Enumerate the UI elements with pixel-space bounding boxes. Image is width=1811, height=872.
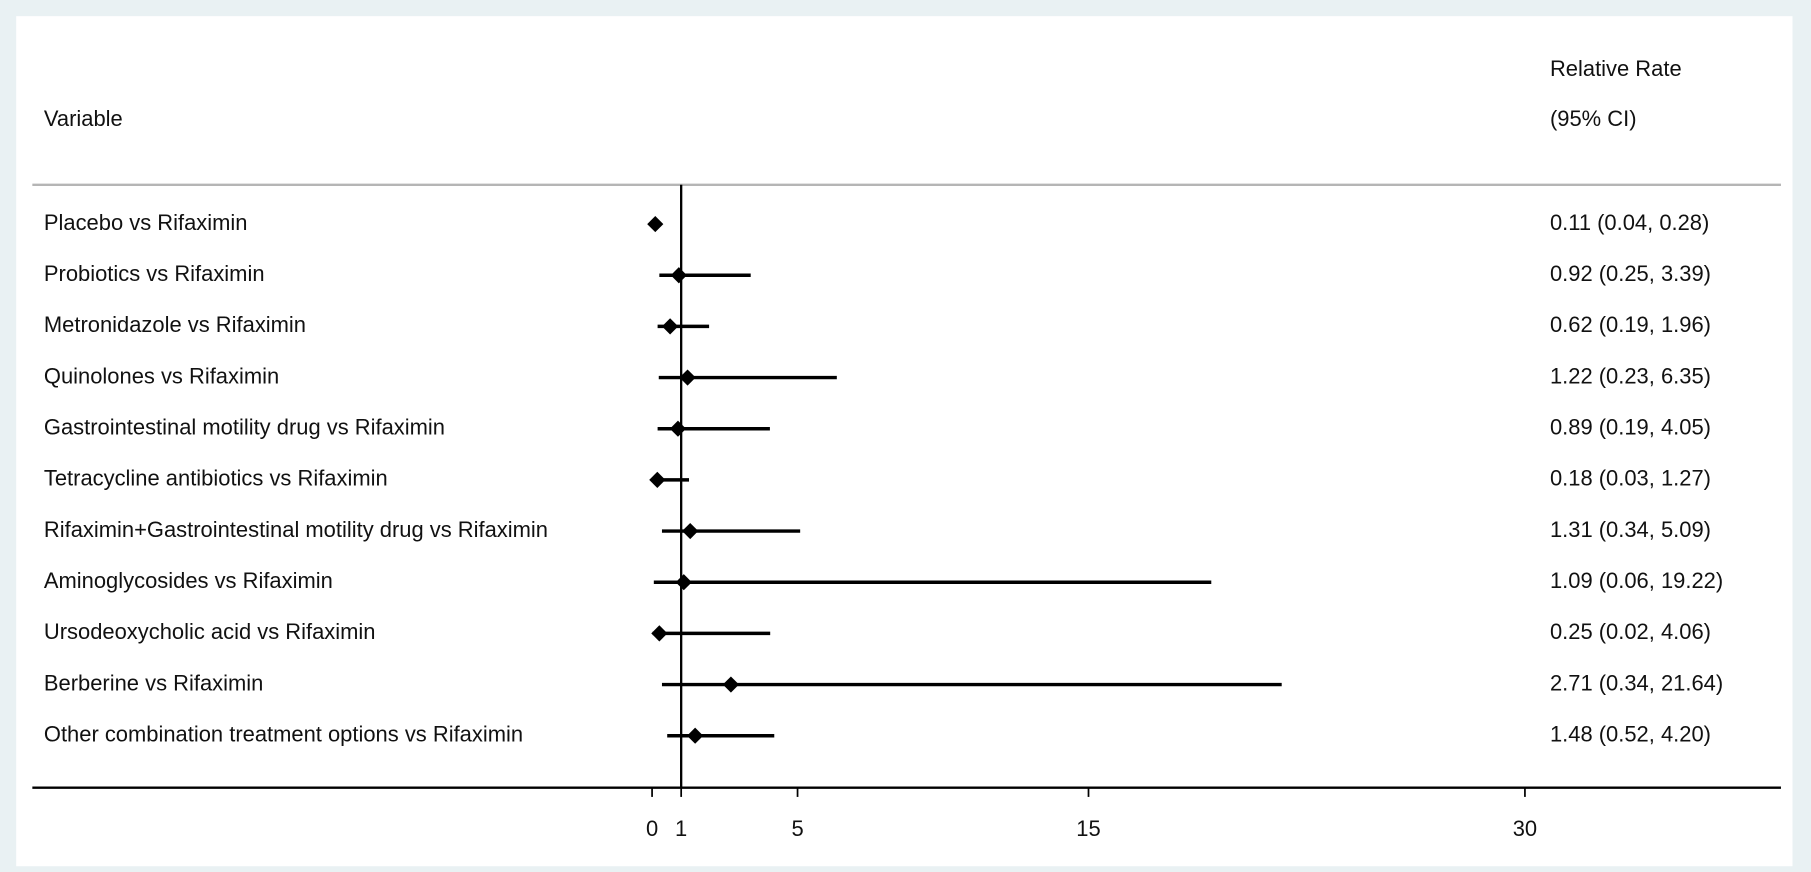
x-tick-label: 30 bbox=[1513, 816, 1537, 841]
value-label: 0.62 (0.19, 1.96) bbox=[1550, 312, 1711, 337]
x-tick-label: 0 bbox=[646, 816, 658, 841]
row-label: Gastrointestinal motility drug vs Rifaxi… bbox=[44, 415, 445, 440]
x-tick-label: 15 bbox=[1076, 816, 1100, 841]
estimate-marker bbox=[687, 727, 704, 744]
row-label: Metronidazole vs Rifaximin bbox=[44, 312, 306, 337]
value-label: 0.18 (0.03, 1.27) bbox=[1550, 466, 1711, 491]
row-label: Tetracycline antibiotics vs Rifaximin bbox=[44, 466, 388, 491]
value-header: Relative Rate bbox=[1550, 56, 1682, 81]
value-label: 1.22 (0.23, 6.35) bbox=[1550, 363, 1711, 388]
value-label: 1.48 (0.52, 4.20) bbox=[1550, 722, 1711, 747]
row-label: Other combination treatment options vs R… bbox=[44, 722, 523, 747]
value-label: 0.92 (0.25, 3.39) bbox=[1550, 261, 1711, 286]
value-label: 1.31 (0.34, 5.09) bbox=[1550, 517, 1711, 542]
plot-panel bbox=[16, 16, 1793, 867]
estimate-marker bbox=[662, 318, 679, 335]
value-header: (95% CI) bbox=[1550, 106, 1637, 131]
x-tick-label: 5 bbox=[791, 816, 803, 841]
estimate-marker bbox=[649, 471, 666, 488]
row-label: Quinolones vs Rifaximin bbox=[44, 363, 279, 388]
row-label: Aminoglycosides vs Rifaximin bbox=[44, 568, 333, 593]
value-label: 1.09 (0.06, 19.22) bbox=[1550, 568, 1723, 593]
x-tick-label: 1 bbox=[675, 816, 687, 841]
row-label: Probiotics vs Rifaximin bbox=[44, 261, 265, 286]
label-header: Variable bbox=[44, 106, 123, 131]
row-label: Rifaximin+Gastrointestinal motility drug… bbox=[44, 517, 548, 542]
estimate-marker bbox=[669, 420, 687, 437]
value-label: 0.11 (0.04, 0.28) bbox=[1550, 210, 1709, 235]
value-label: 0.89 (0.19, 4.05) bbox=[1550, 415, 1711, 440]
row-label: Ursodeoxycholic acid vs Rifaximin bbox=[44, 619, 376, 644]
value-label: 0.25 (0.02, 4.06) bbox=[1550, 619, 1711, 644]
row-label: Berberine vs Rifaximin bbox=[44, 670, 263, 695]
row-label: Placebo vs Rifaximin bbox=[44, 210, 248, 235]
value-label: 2.71 (0.34, 21.64) bbox=[1550, 670, 1723, 695]
